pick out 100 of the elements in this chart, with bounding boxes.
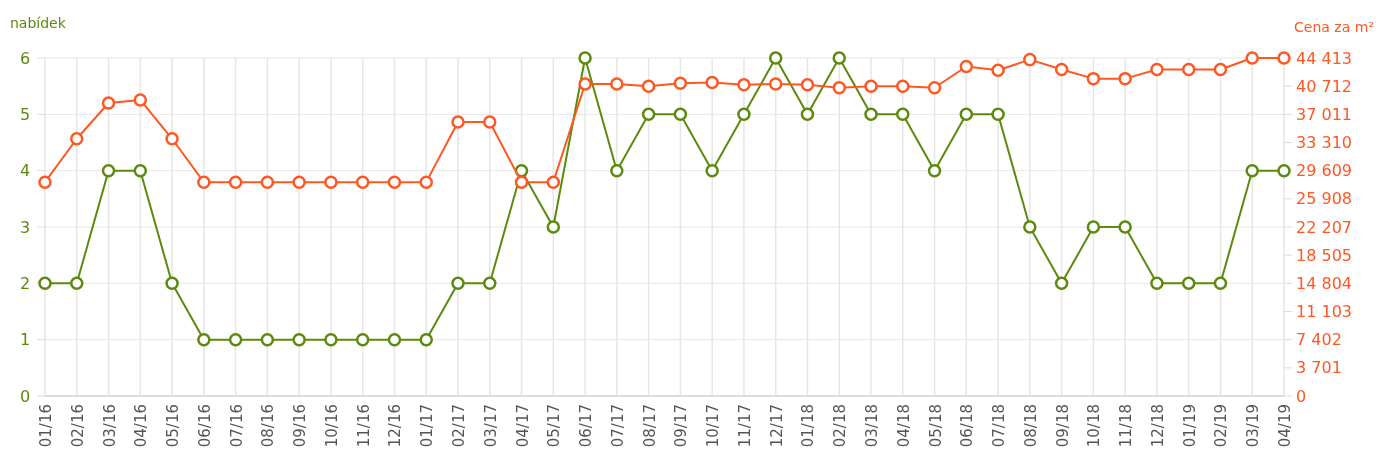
y2-tick-label: 37 011 xyxy=(1296,104,1352,124)
x-tick-label: 10/18 xyxy=(1085,404,1104,448)
point xyxy=(355,175,370,189)
x-tick-label: 08/17 xyxy=(640,404,659,448)
x-tick-label: 04/16 xyxy=(132,404,151,448)
point xyxy=(768,77,783,91)
point xyxy=(610,163,624,178)
point xyxy=(959,107,974,122)
point xyxy=(641,79,656,94)
point xyxy=(165,276,179,291)
point xyxy=(1118,71,1132,86)
point xyxy=(324,332,338,347)
x-tick-label: 04/19 xyxy=(1276,404,1294,448)
x-tick-label: 09/18 xyxy=(1053,404,1072,448)
x-tick-label: 06/16 xyxy=(195,404,214,448)
point xyxy=(228,332,243,347)
point xyxy=(927,163,942,178)
x-tick-label: 04/17 xyxy=(513,404,532,448)
point xyxy=(1277,163,1291,178)
x-tick-label: 11/17 xyxy=(735,404,754,448)
point xyxy=(546,220,561,234)
point xyxy=(419,332,433,347)
point xyxy=(419,175,433,189)
point xyxy=(38,175,52,189)
point xyxy=(451,276,465,291)
x-tick-label: 07/16 xyxy=(227,404,246,448)
x-tick-label: 12/18 xyxy=(1148,404,1167,448)
point xyxy=(673,76,688,90)
point xyxy=(292,332,306,347)
x-tick-label: 05/17 xyxy=(545,404,564,448)
y-tick-label: 4 xyxy=(19,161,31,181)
x-tick-label: 09/17 xyxy=(672,404,691,448)
point xyxy=(864,107,878,122)
point xyxy=(1213,276,1228,291)
point xyxy=(768,51,783,65)
point xyxy=(1277,51,1291,65)
point xyxy=(800,107,815,122)
point xyxy=(483,276,497,291)
y-tick-label: 5 xyxy=(19,104,31,124)
x-tick-label: 11/18 xyxy=(1117,404,1136,448)
point xyxy=(927,81,942,95)
y2-tick-label: 14 804 xyxy=(1296,273,1352,293)
x-tick-label: 02/16 xyxy=(68,404,87,448)
point xyxy=(70,276,84,291)
y2-tick-label: 7 402 xyxy=(1296,330,1342,350)
y2-tick-label: 22 207 xyxy=(1296,217,1352,237)
x-tick-label: 10/17 xyxy=(704,404,723,448)
point xyxy=(292,175,306,189)
point xyxy=(673,107,688,122)
point xyxy=(737,77,751,92)
point xyxy=(1054,276,1069,291)
x-tick-label: 11/16 xyxy=(354,404,373,448)
x-tick-label: 01/17 xyxy=(418,404,437,448)
y2-tick-label: 33 310 xyxy=(1296,133,1352,153)
y2-tick-label: 18 505 xyxy=(1296,245,1352,265)
point xyxy=(959,59,974,74)
x-tick-label: 12/16 xyxy=(386,404,405,448)
x-tick-label: 05/16 xyxy=(164,404,183,448)
y2-tick-label: 44 413 xyxy=(1296,48,1352,68)
point xyxy=(991,63,1005,78)
point xyxy=(610,77,624,91)
y2-tick-label: 3 701 xyxy=(1296,358,1342,378)
y2-tick-label: 11 103 xyxy=(1296,302,1352,322)
point xyxy=(387,175,402,189)
point xyxy=(228,175,243,189)
point xyxy=(260,332,275,347)
y-tick-label: 3 xyxy=(19,217,31,237)
point xyxy=(1181,276,1196,291)
point xyxy=(133,93,148,107)
y-tick-label: 0 xyxy=(19,386,31,406)
x-tick-label: 06/17 xyxy=(577,404,596,448)
y-axis-title: nabídek xyxy=(10,15,67,31)
x-tick-label: 09/16 xyxy=(291,404,310,448)
point xyxy=(483,115,497,129)
point xyxy=(578,77,592,91)
x-tick-label: 03/18 xyxy=(863,404,881,448)
point xyxy=(1118,220,1132,234)
point xyxy=(1181,62,1196,77)
point xyxy=(260,175,275,189)
y2-tick-label: 0 xyxy=(1296,386,1307,406)
x-tick-label: 01/19 xyxy=(1180,404,1199,448)
x-tick-label: 08/16 xyxy=(259,404,278,448)
point xyxy=(1213,62,1228,77)
point xyxy=(1150,276,1164,291)
x-tick-label: 10/16 xyxy=(322,404,341,448)
point xyxy=(578,51,592,65)
point xyxy=(737,107,751,122)
x-tick-label: 12/17 xyxy=(767,404,786,448)
point xyxy=(896,79,910,94)
point xyxy=(896,107,910,122)
point xyxy=(451,115,465,129)
point xyxy=(101,96,116,110)
point xyxy=(1054,62,1069,77)
point xyxy=(1150,62,1164,77)
x-tick-label: 02/18 xyxy=(831,404,850,448)
point xyxy=(705,75,719,90)
point xyxy=(101,163,116,178)
point xyxy=(1086,71,1101,86)
x-tick-label: 07/17 xyxy=(608,404,627,448)
point xyxy=(705,163,719,178)
